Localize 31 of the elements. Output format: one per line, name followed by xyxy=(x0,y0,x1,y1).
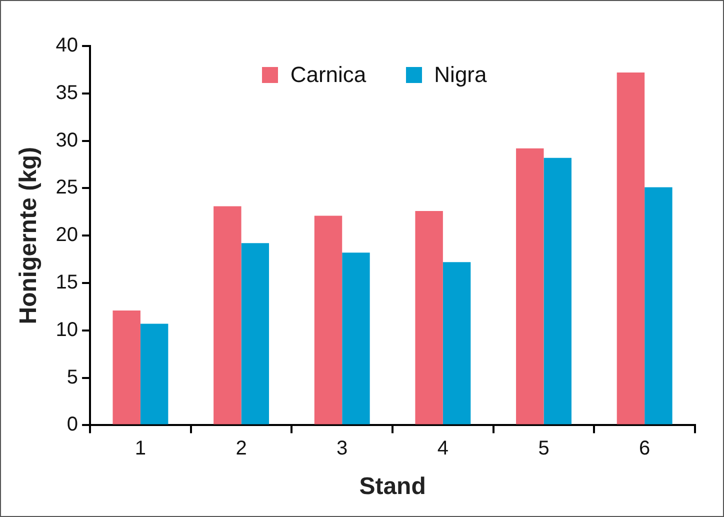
legend-label: Nigra xyxy=(434,62,487,88)
bar xyxy=(214,206,242,424)
x-tick-label: 3 xyxy=(336,438,348,460)
y-tick-label: 5 xyxy=(66,366,78,388)
bar xyxy=(140,324,168,424)
bar xyxy=(415,210,443,424)
x-axis-title: Stand xyxy=(359,473,426,500)
x-tick-label: 5 xyxy=(538,438,550,460)
bar xyxy=(314,216,342,424)
bar xyxy=(544,158,572,424)
y-tick-label: 15 xyxy=(56,272,78,294)
x-tick-label: 2 xyxy=(236,438,247,460)
y-axis-title: Honigernte (kg) xyxy=(15,146,42,324)
bar xyxy=(342,252,370,424)
y-tick-label: 30 xyxy=(56,129,78,152)
x-tick-label: 4 xyxy=(437,438,448,460)
bar xyxy=(516,148,544,424)
y-tick-label: 10 xyxy=(56,318,78,341)
y-tick-label: 0 xyxy=(66,414,78,436)
x-tick-label: 1 xyxy=(134,438,146,460)
bar xyxy=(442,262,471,424)
y-tick-label: 40 xyxy=(56,34,78,57)
bar xyxy=(112,310,140,424)
y-tick-label: 25 xyxy=(56,176,78,199)
y-tick-label: 20 xyxy=(56,224,78,246)
bar xyxy=(644,187,672,424)
bar xyxy=(616,72,645,424)
bar xyxy=(241,243,270,424)
legend-label: Carnica xyxy=(290,62,366,88)
y-tick-label: 35 xyxy=(56,82,78,104)
x-tick-label: 6 xyxy=(639,438,650,460)
